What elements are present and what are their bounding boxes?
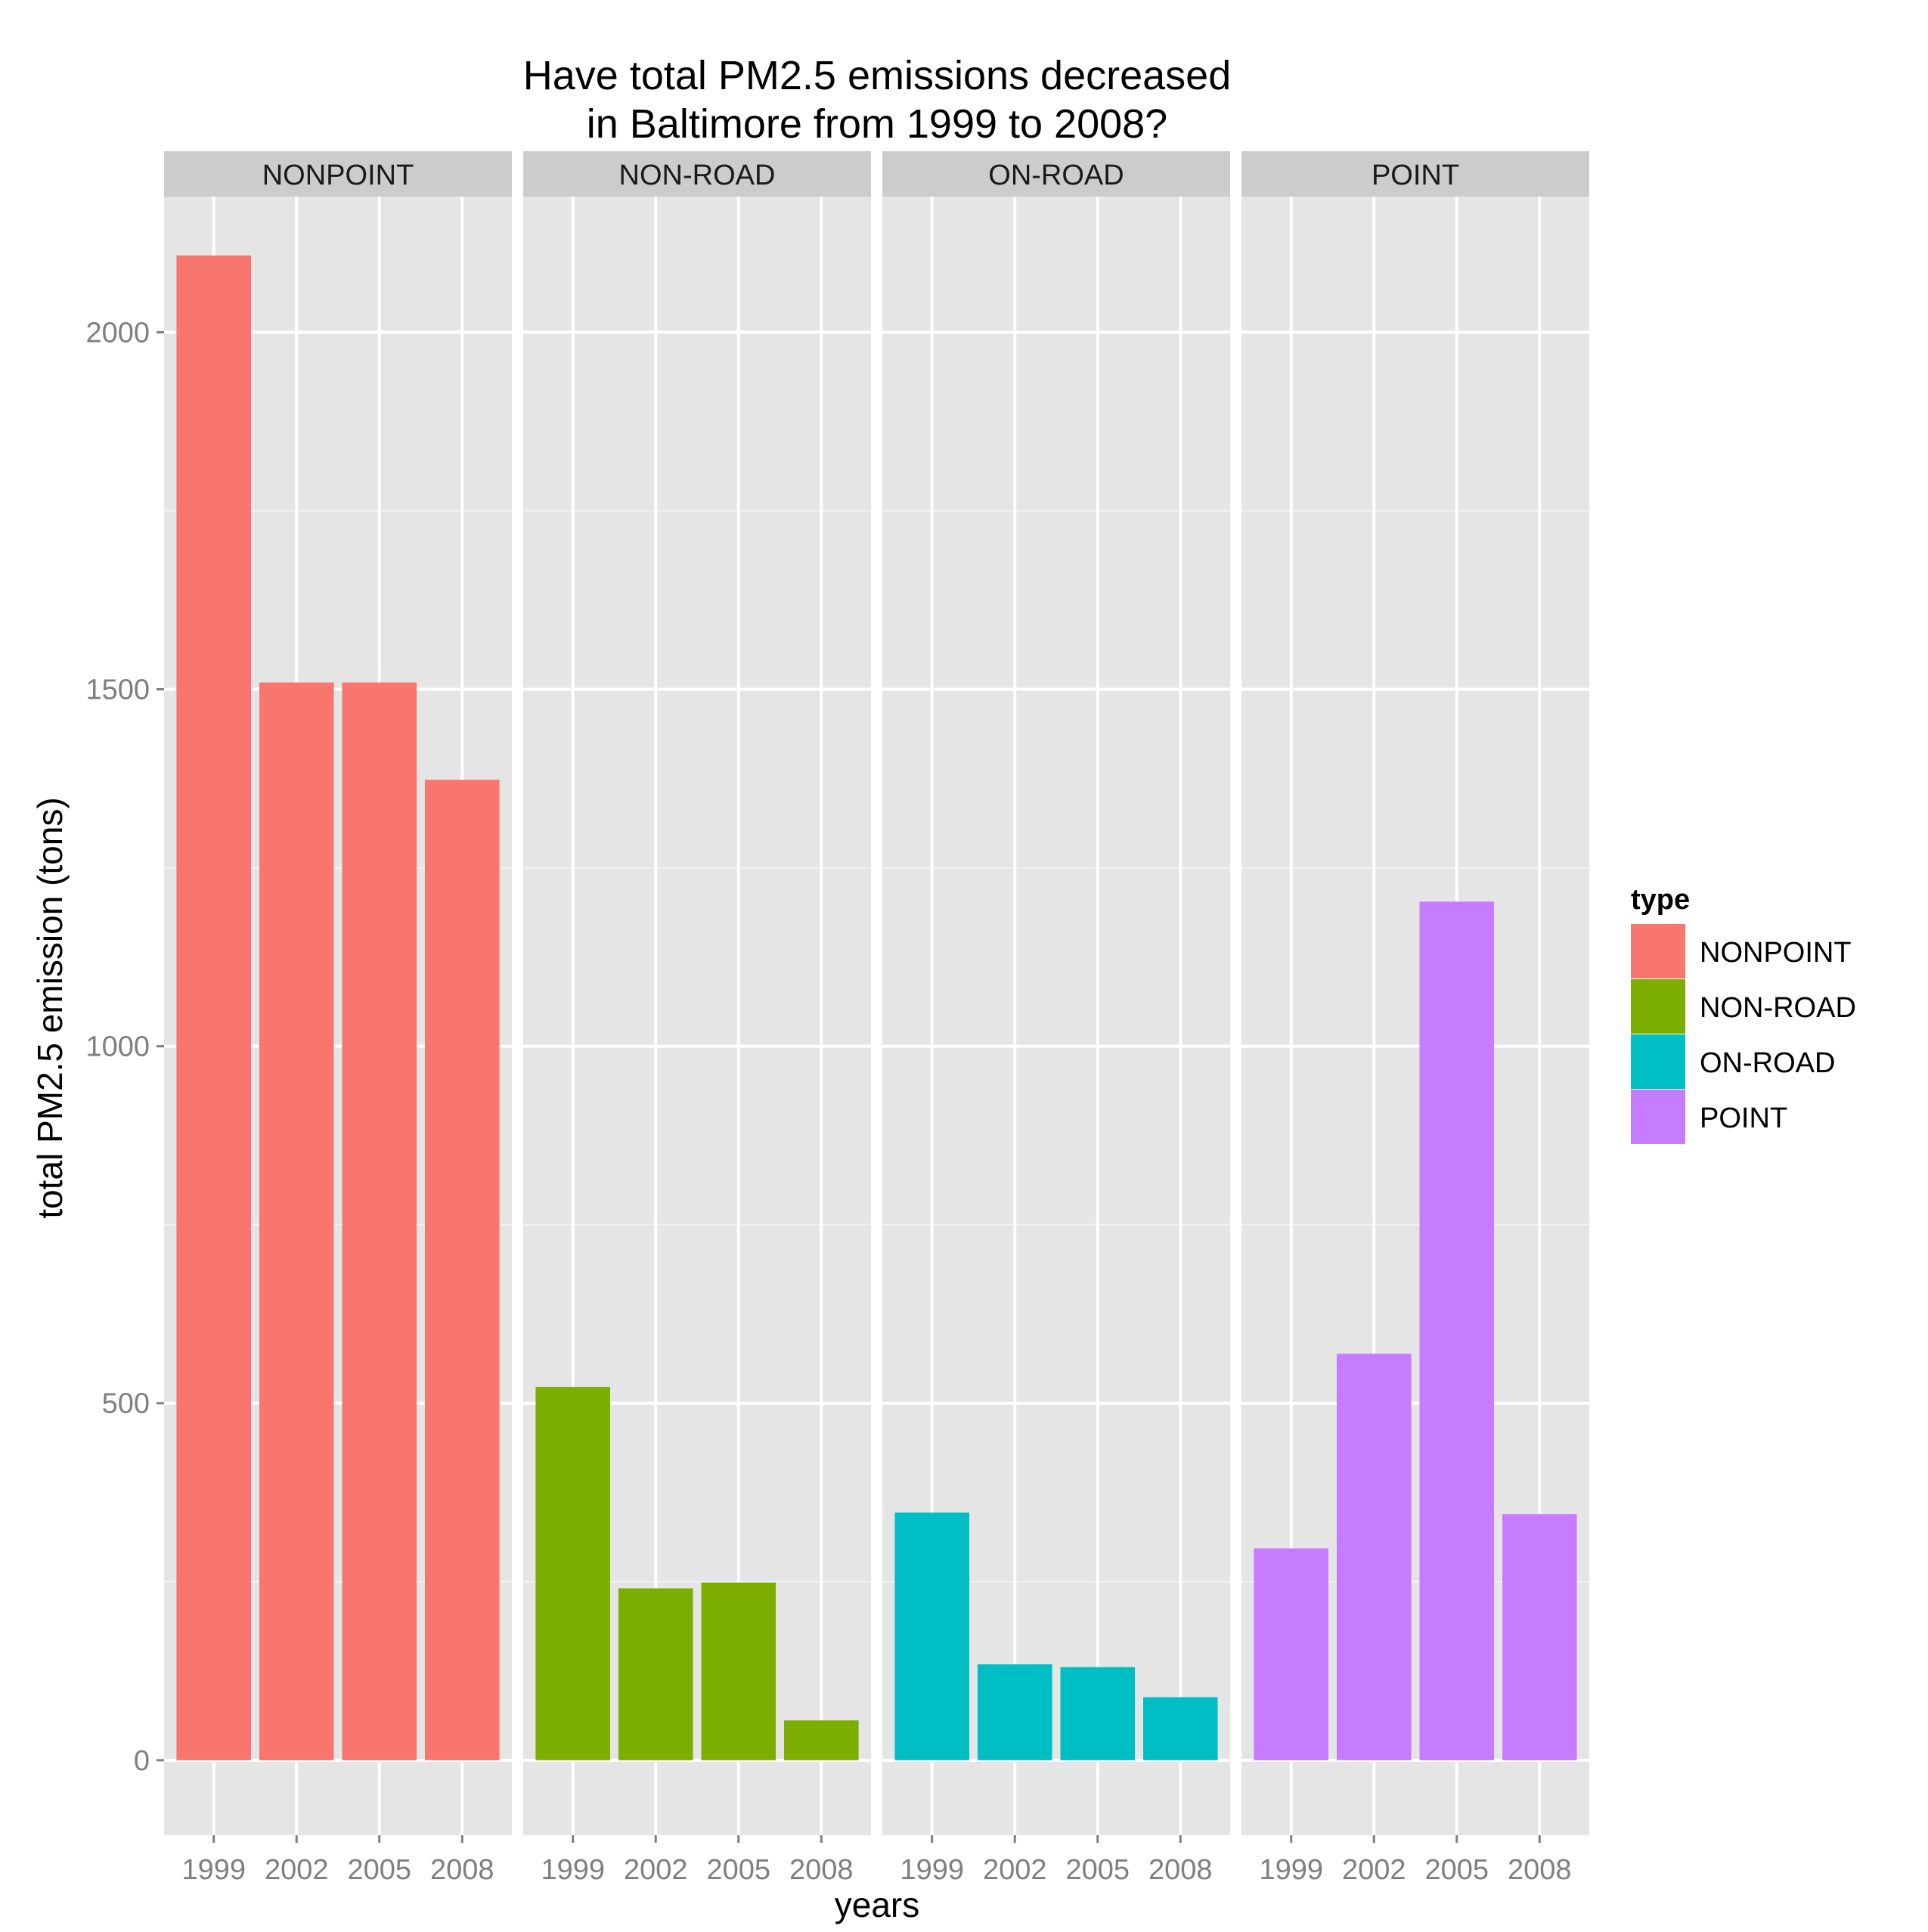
facet-strip xyxy=(523,151,871,197)
legend-label-nonpoint: NONPOINT xyxy=(1700,937,1852,969)
x-tick-label: 2002 xyxy=(265,1854,329,1886)
x-tick-label: 2005 xyxy=(1424,1854,1489,1886)
bar-non-road-2005 xyxy=(701,1582,776,1760)
x-tick-label: 1999 xyxy=(181,1854,246,1886)
facet-strip xyxy=(1241,151,1589,197)
bar-nonpoint-2002 xyxy=(259,682,334,1760)
x-tick-label: 2005 xyxy=(706,1854,770,1886)
bar-non-road-2008 xyxy=(784,1720,859,1760)
bar-on-road-2005 xyxy=(1060,1667,1136,1760)
x-tick-label: 2008 xyxy=(430,1854,494,1886)
x-tick-label: 1999 xyxy=(900,1854,964,1886)
y-axis-label: total PM2.5 emission (tons) xyxy=(30,797,70,1218)
legend: type NONPOINT NON-ROAD ON-ROAD POINT xyxy=(1631,884,1856,1144)
chart-title-line: Have total PM2.5 emissions decreased xyxy=(523,53,1231,98)
legend-label-point: POINT xyxy=(1700,1102,1787,1134)
x-axis: 1999 2002 2005 2008 1999 2002 2005 2008 1999 2002… xyxy=(181,1835,1572,1886)
facet-strip-label: NONPOINT xyxy=(262,160,414,191)
facet-strip-label: POINT xyxy=(1372,160,1459,191)
facet-panel-on-road: ON-ROAD xyxy=(882,151,1230,1835)
y-tick-label: 500 xyxy=(102,1388,150,1420)
facet-strip xyxy=(882,151,1230,197)
x-tick-label: 2005 xyxy=(347,1854,411,1886)
bar-non-road-2002 xyxy=(618,1588,693,1760)
x-tick-label: 1999 xyxy=(1259,1854,1323,1886)
facet-panel-non-road: NON-ROAD xyxy=(523,151,871,1835)
bar-point-2008 xyxy=(1502,1514,1577,1760)
bar-nonpoint-2005 xyxy=(342,682,417,1760)
y-tick-label: 0 xyxy=(134,1745,150,1777)
bar-on-road-2008 xyxy=(1143,1697,1218,1760)
bar-point-1999 xyxy=(1254,1548,1328,1760)
legend-swatch-point xyxy=(1631,1090,1685,1144)
y-tick-label: 1000 xyxy=(85,1031,150,1063)
legend-swatch-nonpoint xyxy=(1631,924,1685,978)
x-tick-label: 1999 xyxy=(541,1854,605,1886)
y-tick-label: 1500 xyxy=(85,674,150,706)
facet-strip-label: ON-ROAD xyxy=(988,160,1124,191)
facet-panel-point: POINT xyxy=(1241,151,1589,1835)
facet-strip xyxy=(164,151,512,197)
y-tick-label: 2000 xyxy=(85,317,150,349)
y-axis: 0 500 1000 1500 2000 xyxy=(85,317,164,1777)
facet-strip-label: NON-ROAD xyxy=(619,160,776,191)
bar-point-2002 xyxy=(1336,1354,1412,1760)
x-tick-label: 2008 xyxy=(1148,1854,1213,1886)
bar-nonpoint-1999 xyxy=(176,255,251,1760)
x-tick-label: 2002 xyxy=(624,1854,688,1886)
bar-non-road-1999 xyxy=(535,1387,610,1760)
x-tick-label: 2008 xyxy=(1508,1854,1572,1886)
chart-title-line: in Baltimore from 1999 to 2008? xyxy=(587,101,1167,147)
x-tick-label: 2002 xyxy=(983,1854,1047,1886)
bar-on-road-2002 xyxy=(977,1664,1052,1760)
chart-title: Have total PM2.5 emissions decreased in B… xyxy=(523,53,1231,147)
bar-point-2005 xyxy=(1419,901,1495,1760)
legend-swatch-non-road xyxy=(1631,979,1685,1034)
legend-label-on-road: ON-ROAD xyxy=(1700,1047,1835,1079)
facet-panels: NONPOINT NON-ROAD ON-ROAD POINT xyxy=(164,151,1589,1835)
bar-on-road-1999 xyxy=(894,1512,969,1760)
facet-panel-nonpoint: NONPOINT xyxy=(164,151,512,1835)
chart-title-text: Have total PM2.5 emissions decreased in B… xyxy=(523,53,1231,147)
legend-title: type xyxy=(1631,884,1690,916)
legend-swatch-on-road xyxy=(1631,1034,1685,1089)
x-tick-label: 2005 xyxy=(1065,1854,1130,1886)
x-axis-label: years xyxy=(835,1885,919,1924)
bar-nonpoint-2008 xyxy=(425,780,500,1760)
x-tick-label: 2002 xyxy=(1342,1854,1406,1886)
x-tick-label: 2008 xyxy=(789,1854,854,1886)
legend-label-non-road: NON-ROAD xyxy=(1700,992,1856,1024)
